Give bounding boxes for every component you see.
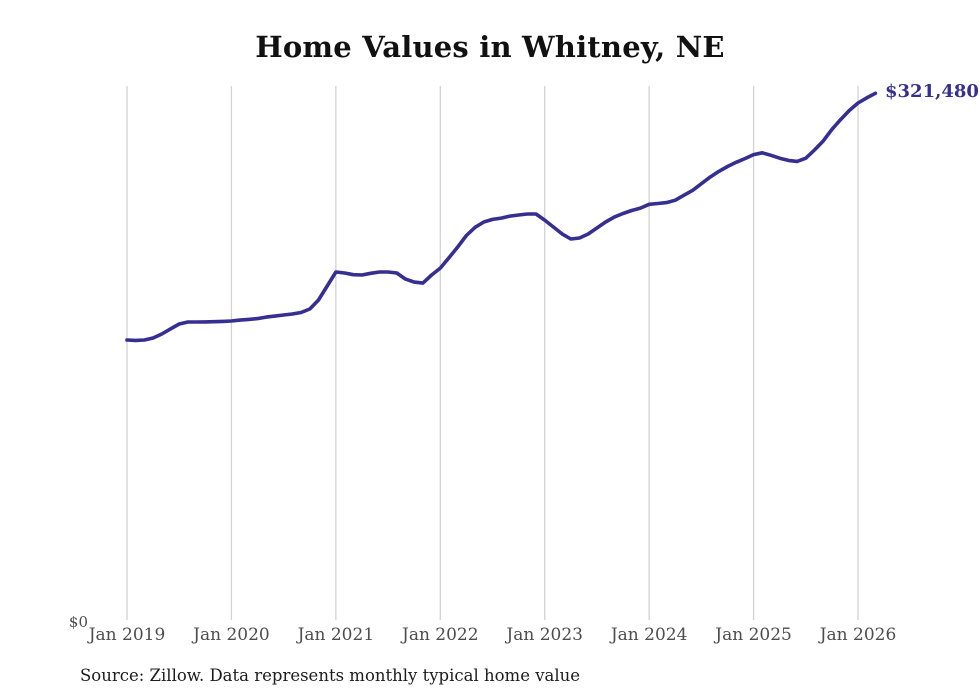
chart-title: Home Values in Whitney, NE — [255, 30, 725, 64]
x-axis-tick-label: Jan 2021 — [296, 625, 375, 645]
x-axis-tick-label: Jan 2023 — [504, 625, 583, 645]
x-axis-tick-label: Jan 2022 — [400, 625, 479, 645]
home-value-line — [125, 91, 878, 343]
gridlines-group — [126, 86, 859, 620]
x-axis-labels-group: Jan 2019 Jan 2020 Jan 2021 Jan 2022 Jan 2023… — [87, 625, 897, 645]
x-axis-tick-label: Jan 2020 — [191, 625, 270, 645]
x-axis-tick-label: Jan 2025 — [713, 625, 792, 645]
y-axis-zero-label: $0 — [68, 613, 88, 631]
source-note: Source: Zillow. Data represents monthly … — [80, 666, 581, 685]
x-axis-tick-label: Jan 2024 — [609, 625, 688, 645]
x-axis-tick-label: Jan 2026 — [818, 625, 897, 645]
x-axis-tick-label: Jan 2019 — [87, 625, 166, 645]
latest-value-label: $321,480 — [885, 81, 979, 102]
